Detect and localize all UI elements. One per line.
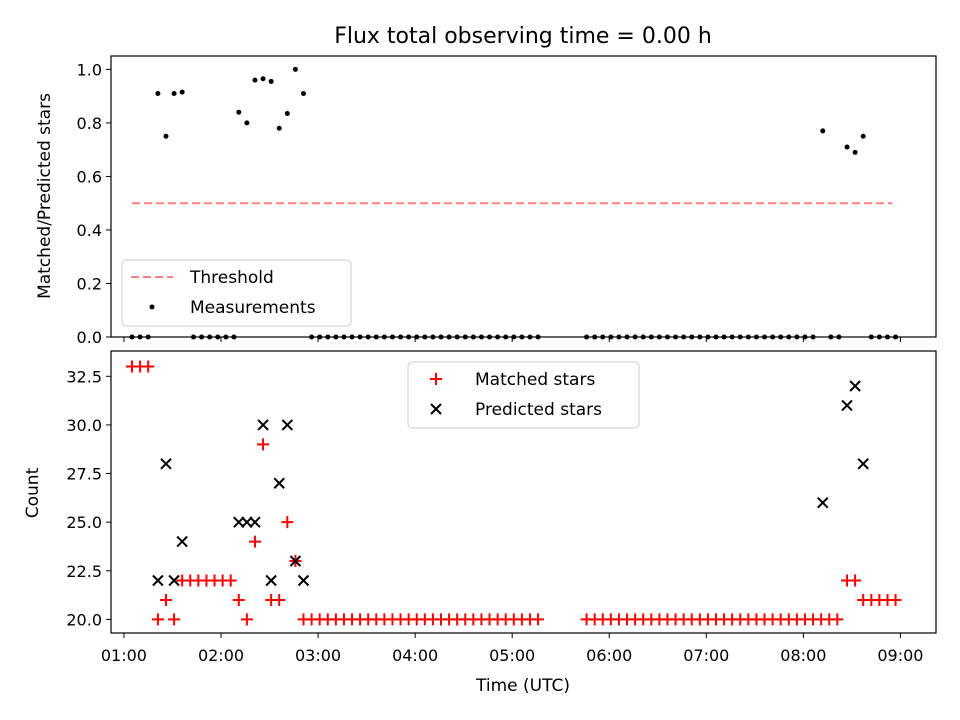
top-legend-box [121,259,352,327]
bottom-panel: Count Time (UTC) 01:00 02:00 03:00 04:00 05:… [23,350,937,696]
measurement-point [301,90,306,96]
predicted-star-marker [297,574,310,587]
top-panel: Flux total observing time = 0.00 h Match… [35,24,937,347]
bottom-axes-frame [110,350,937,634]
predicted-star-marker [257,419,269,431]
predicted-star-marker [152,574,164,587]
x-tick-label: 02:00 [198,646,244,665]
measurement-point [860,133,866,139]
legend-matched-swatch [430,373,442,385]
predicted-star-marker [281,419,294,431]
predicted-star-marker [857,458,869,470]
x-tick-label: 04:00 [392,646,438,665]
predicted-star-marker [233,516,245,528]
measurement-point [236,109,242,115]
matched-star-marker [168,613,181,626]
legend-predicted-label: Predicted stars [475,400,602,420]
matched-star-marker [224,574,237,587]
predicted-star-marker [289,555,302,567]
bottom-legend-box [407,361,640,429]
matched-star-marker [257,438,270,451]
measurement-point [292,66,298,72]
x-tick-label: 03:00 [295,646,341,665]
predicted-star-marker [817,496,829,509]
bottom-y-tick-label: 20.0 [66,610,102,629]
predicted-star-marker [168,574,180,587]
measurement-point [820,128,826,134]
bottom-y-tick-label: 25.0 [66,513,102,532]
measurement-point [163,133,169,139]
bottom-y-tick-label: 22.5 [66,562,102,581]
bottom-y-tick-label: 27.5 [66,465,102,484]
measurement-point [852,149,858,155]
bottom-y-axis-label: Count [23,467,43,518]
matched-star-marker [273,593,286,606]
matched-star-marker [849,574,862,587]
matched-star-marker [151,613,164,626]
x-axis-label: Time (UTC) [475,676,570,696]
predicted-star-marker [849,380,861,392]
measurement-point [260,76,266,82]
predicted-star-marker [841,399,853,412]
top-y-tick-label: 0.2 [77,274,102,293]
predicted-star-marker [249,516,261,528]
matched-star-marker [142,360,155,373]
measurement-point [276,125,282,131]
top-axes-frame [110,55,937,338]
measurement-point [252,77,258,83]
legend-predicted-swatch [430,403,442,415]
predicted-star-marker [273,477,285,489]
measurement-point [284,111,290,117]
measurement-point [179,89,185,95]
predicted-stars-series [152,380,869,587]
predicted-star-marker [241,516,253,528]
measurement-point [844,144,850,150]
legend-matched-label: Matched stars [475,370,595,390]
x-tick-label: 07:00 [683,646,729,665]
bottom-y-tick-label: 30.0 [66,416,102,435]
x-tick-label: 09:00 [877,646,923,665]
top-y-tick-label: 0.4 [77,221,102,240]
predicted-star-marker [265,574,277,587]
matched-star-marker [232,593,245,606]
measurement-point [268,78,274,84]
matched-star-marker [831,613,844,626]
predicted-star-marker [160,458,172,470]
x-tick-label: 01:00 [101,646,147,665]
legend-threshold-label: Threshold [189,268,274,288]
measurement-point [171,90,177,96]
top-y-tick-label: 0.0 [77,328,102,347]
x-tick-label: 05:00 [489,646,535,665]
bottom-axis-ticks: 01:00 02:00 03:00 04:00 05:00 06:00 07:00 08:00… [66,367,923,665]
x-tick-label: 06:00 [586,646,632,665]
measurement-point [155,90,161,96]
matched-star-marker [160,593,172,606]
bottom-y-tick-label: 32.5 [66,367,102,386]
top-axis-ticks: 0.0 0.2 0.4 0.6 0.8 1.0 [77,60,901,347]
matched-star-marker [240,613,253,626]
measurement-point [244,120,250,126]
top-y-axis-label: Matched/Predicted stars [35,93,55,299]
top-y-tick-label: 0.8 [77,114,102,133]
predicted-star-marker [176,535,188,548]
top-y-tick-label: 0.6 [77,167,102,186]
legend-measurements-swatch [149,304,155,310]
matched-star-marker [281,516,294,529]
matched-star-marker [248,535,261,548]
matched-stars-series [126,360,902,626]
top-legend: Threshold Measurements [121,259,352,327]
x-tick-label: 08:00 [780,646,826,665]
matched-star-marker [889,593,902,606]
top-y-tick-label: 1.0 [77,60,102,79]
chart-title: Flux total observing time = 0.00 h [334,24,712,49]
legend-measurements-label: Measurements [190,298,316,318]
bottom-legend: Matched stars Predicted stars [407,361,640,429]
matched-star-marker [532,613,545,626]
